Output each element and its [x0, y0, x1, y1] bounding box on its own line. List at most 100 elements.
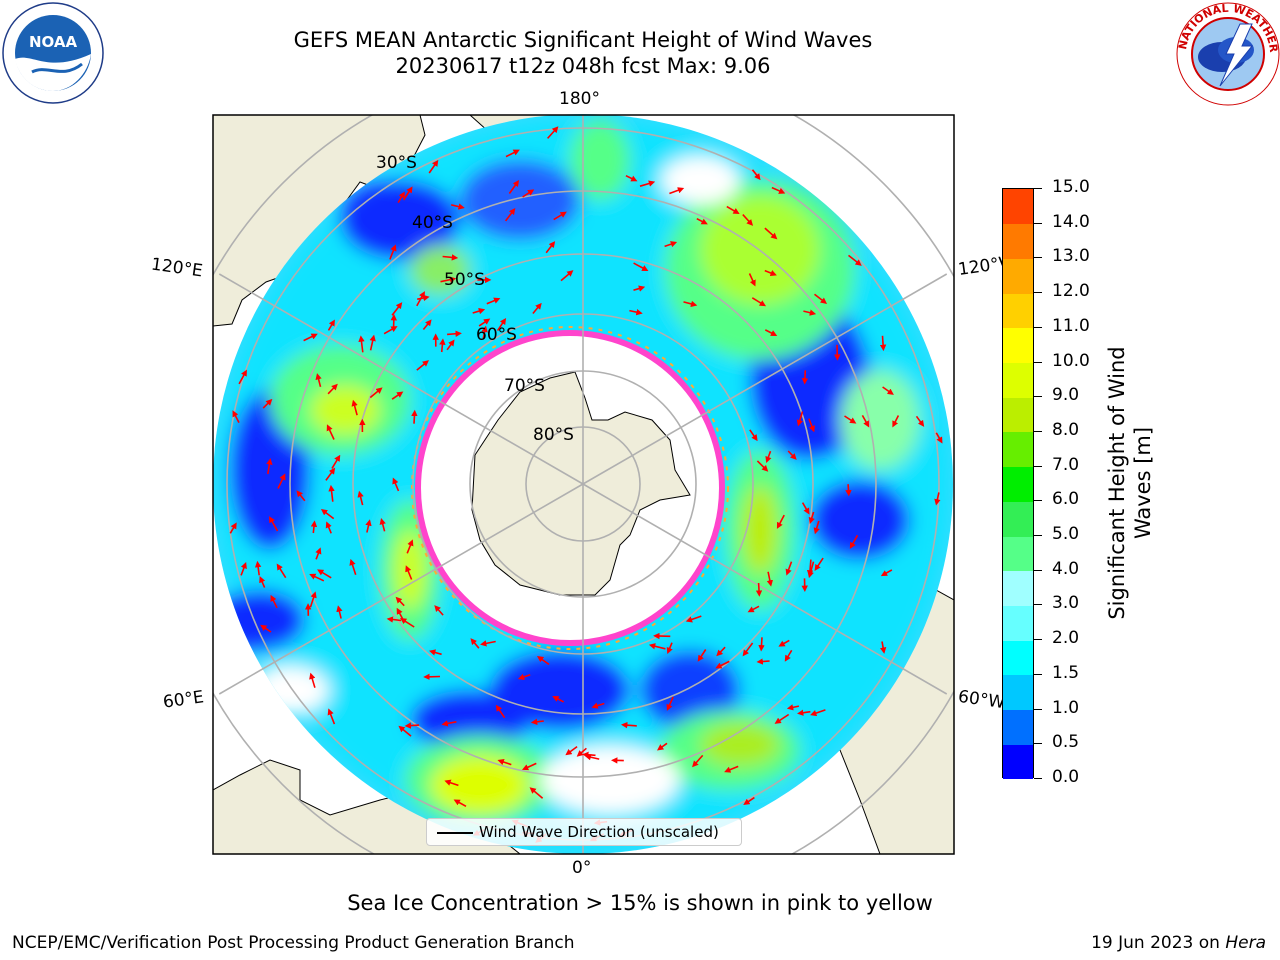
wind-wave-arrow [584, 754, 600, 761]
colorbar-tick-label: 1.5 [1052, 662, 1080, 683]
wind-wave-arrow [776, 514, 785, 529]
wind-wave-arrow [326, 424, 335, 440]
wind-wave-arrow [625, 174, 638, 182]
nws-logo: NATIONAL WEATHER SERVICE [1176, 2, 1280, 106]
wind-wave-arrow [532, 302, 542, 315]
wind-wave-arrow [434, 605, 444, 616]
wind-wave-arrow [315, 547, 322, 560]
wind-wave-arrow [505, 149, 520, 158]
colorbar-segment [1003, 431, 1033, 468]
wind-wave-arrow [439, 338, 446, 353]
wind-wave-arrow [395, 596, 405, 607]
wind-wave-arrow [266, 458, 273, 475]
wind-wave-arrow [508, 179, 520, 194]
wind-wave-arrow [478, 318, 491, 327]
wind-wave-arrow [748, 273, 756, 287]
wind-wave-arrow [796, 411, 804, 427]
wind-wave-arrow [444, 779, 459, 787]
wind-wave-arrow [756, 658, 770, 665]
wind-wave-arrow [259, 576, 266, 588]
wind-wave-arrow [935, 432, 943, 444]
colorbar-tick [1034, 326, 1042, 328]
wind-wave-arrow [260, 624, 272, 633]
wind-wave-arrow [880, 569, 893, 577]
wind-wave-arrow [879, 641, 887, 654]
wind-wave-arrow [553, 211, 567, 221]
wind-wave-arrow [442, 254, 459, 261]
wind-wave-arrow [934, 492, 941, 506]
wind-wave-arrow [766, 571, 773, 587]
wind-wave-arrow [472, 308, 486, 315]
wind-wave-arrow [808, 418, 815, 433]
wind-wave-arrow [422, 319, 432, 331]
wind-wave-arrow [664, 241, 678, 248]
wind-wave-arrow [447, 330, 462, 337]
wind-wave-arrow [633, 285, 646, 292]
footer-date: 19 Jun 2023 on Hera [1091, 933, 1266, 953]
wind-wave-arrow [480, 640, 496, 647]
wind-wave-arrow [755, 582, 763, 597]
legend-line-swatch [437, 832, 473, 834]
wind-wave-arrow [751, 169, 761, 181]
colorbar-tick-label: 3.0 [1052, 593, 1080, 614]
wind-wave-arrow [440, 276, 457, 283]
colorbar-tick-label: 15.0 [1052, 177, 1090, 197]
wind-wave-arrow [405, 565, 413, 580]
wind-wave-arrow [648, 643, 666, 650]
wind-wave-arrow [742, 642, 754, 657]
wind-wave-arrow [621, 721, 637, 729]
colorbar-tick [1034, 673, 1042, 675]
wind-wave-arrow [517, 673, 531, 680]
wind-wave-arrow [309, 672, 316, 688]
wind-wave-arrow [383, 326, 398, 335]
wind-wave-arrow [784, 649, 793, 662]
colorbar-tick [1034, 361, 1042, 363]
wind-wave-arrow [365, 519, 372, 533]
wind-wave-arrow [786, 704, 800, 711]
wind-wave-arrow [882, 386, 894, 395]
wind-wave-arrow [470, 638, 480, 649]
wind-wave-arrow [813, 520, 820, 535]
lat-label-40s: 40°S [412, 213, 453, 233]
wind-wave-arrow [262, 398, 273, 409]
wind-wave-arrow [810, 709, 826, 717]
colorbar-tick-label: 12.0 [1052, 281, 1090, 302]
lat-label-80s: 80°S [533, 425, 574, 445]
noaa-logo: NOAA [2, 2, 104, 104]
map-frame [212, 114, 955, 855]
wind-wave-arrow [229, 522, 237, 534]
legend-label: Wind Wave Direction (unscaled) [479, 823, 719, 841]
colorbar-tick-label: 0.0 [1052, 767, 1080, 787]
wind-wave-arrow [633, 262, 649, 272]
wind-wave-arrow [404, 722, 420, 729]
colorbar-tick [1034, 430, 1042, 432]
footer-date-text: 19 Jun 2023 on [1091, 933, 1220, 953]
colorbar-tick [1034, 465, 1042, 467]
wind-wave-arrow [726, 205, 740, 214]
wind-wave-arrow [336, 605, 343, 619]
lon-label-180: 180° [559, 89, 600, 109]
wind-wave-arrow [399, 617, 415, 628]
wind-wave-arrow [310, 520, 318, 534]
wind-wave-arrow [232, 410, 240, 423]
wind-wave-arrow [451, 203, 465, 210]
colorbar-tick-label: 7.0 [1052, 454, 1080, 475]
colorbar-tick [1034, 257, 1042, 259]
colorbar-tick [1034, 569, 1042, 571]
wind-wave-arrow [529, 787, 544, 799]
wind-wave-arrow [331, 454, 341, 469]
wind-wave-arrow [724, 765, 739, 773]
wind-wave-arrow [778, 639, 790, 647]
colorbar-segment [1003, 640, 1033, 676]
wind-wave-arrow [915, 415, 925, 427]
colorbar-segment [1003, 536, 1033, 572]
wind-wave-arrow [391, 302, 403, 316]
colorbar-tick [1034, 396, 1042, 398]
wind-wave-arrow [411, 409, 418, 424]
colorbar-tick-label: 9.0 [1052, 385, 1080, 406]
colorbar-tick-label: 1.0 [1052, 697, 1080, 718]
colorbar-segment [1003, 605, 1033, 641]
wind-wave-arrow [296, 490, 306, 502]
wind-wave-arrow [756, 460, 769, 472]
wind-wave-arrow [309, 573, 325, 582]
